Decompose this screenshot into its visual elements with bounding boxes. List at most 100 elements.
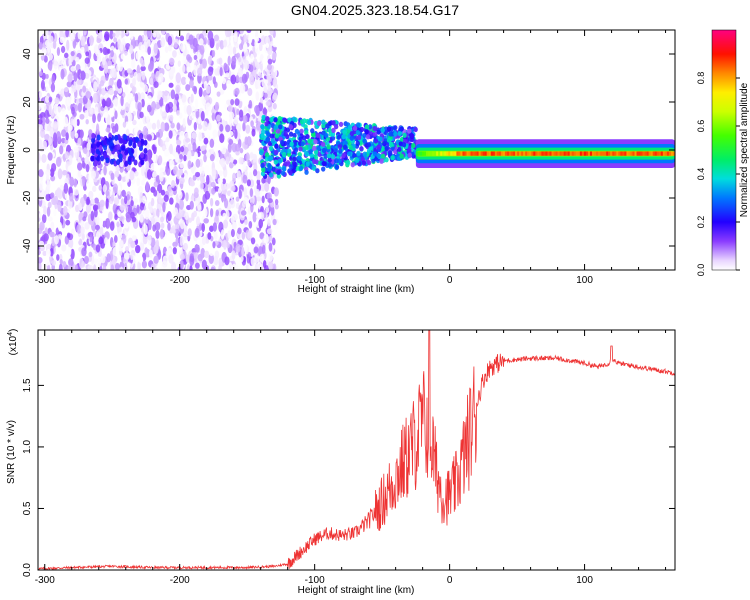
heatmap-cell	[248, 64, 254, 73]
heatmap-cell	[265, 206, 270, 214]
heatmap-cell	[48, 104, 53, 116]
heatmap-cell	[438, 151, 441, 156]
heatmap-cell	[164, 90, 169, 97]
heatmap-cell	[125, 172, 130, 183]
heatmap-cell	[506, 151, 510, 156]
heatmap-cell	[181, 64, 186, 74]
heatmap-cell	[59, 145, 64, 155]
heatmap-cell	[163, 234, 168, 243]
heatmap-cell	[81, 232, 85, 241]
heatmap-cell	[92, 204, 99, 211]
heatmap-cell	[123, 134, 128, 141]
heatmap-cell	[628, 151, 631, 156]
heatmap-cell	[292, 141, 298, 147]
heatmap-cell	[596, 151, 599, 156]
heatmap-cell	[186, 104, 192, 116]
heatmap-cell	[185, 254, 190, 263]
heatmap-cell	[215, 42, 220, 51]
heatmap-cell	[61, 129, 67, 137]
heatmap-cell	[423, 151, 427, 156]
heatmap-cell	[139, 213, 144, 223]
heatmap-cell	[94, 106, 99, 116]
heatmap-cell	[227, 55, 231, 66]
heatmap-cell	[302, 118, 307, 124]
heatmap-cell	[65, 30, 69, 38]
heatmap-cell	[179, 130, 185, 139]
heatmap-cell	[217, 163, 221, 169]
heatmap-cell	[123, 222, 129, 229]
heatmap-cell	[153, 81, 159, 89]
heatmap-cell	[352, 125, 358, 131]
heatmap-cell	[264, 121, 269, 127]
heatmap-cell	[480, 151, 483, 156]
heatmap-cell	[327, 162, 333, 168]
heatmap-cell	[130, 211, 135, 219]
spectrogram-heatmap	[38, 30, 675, 270]
heatmap-cell	[132, 86, 137, 93]
heatmap-cell	[53, 59, 59, 70]
heatmap-cell	[393, 149, 398, 155]
heatmap-cell	[68, 124, 73, 132]
heatmap-cell	[66, 81, 72, 88]
x-tick-label: -300	[35, 575, 55, 586]
heatmap-cell	[321, 147, 327, 153]
heatmap-cell	[89, 234, 93, 243]
heatmap-cell	[231, 263, 237, 270]
heatmap-cell	[650, 151, 653, 156]
heatmap-cell	[116, 159, 121, 166]
heatmap-cell	[165, 136, 170, 143]
heatmap-cell	[316, 145, 321, 151]
heatmap-cell	[384, 157, 389, 163]
heatmap-cell	[277, 116, 282, 122]
heatmap-cell	[393, 125, 398, 131]
heatmap-cell	[179, 253, 185, 260]
x-tick-label: -200	[170, 275, 190, 286]
heatmap-cell	[67, 73, 73, 83]
heatmap-cell	[287, 117, 292, 123]
heatmap-cell	[114, 110, 118, 120]
heatmap-cell	[93, 264, 97, 270]
heatmap-cell	[128, 113, 133, 122]
heatmap-cell	[76, 119, 80, 127]
spectrogram-x-label: Height of straight line (km)	[298, 284, 415, 295]
heatmap-cell	[252, 52, 257, 58]
heatmap-cell	[228, 131, 234, 137]
heatmap-cell	[225, 72, 230, 78]
heatmap-cell	[42, 42, 46, 48]
heatmap-cell	[75, 56, 80, 63]
heatmap-cell	[288, 131, 294, 137]
heatmap-cell	[116, 78, 122, 89]
heatmap-cell	[234, 143, 241, 152]
heatmap-cell	[148, 63, 154, 72]
heatmap-cell	[547, 151, 550, 156]
heatmap-cell	[249, 194, 255, 205]
heatmap-cell	[139, 202, 145, 211]
heatmap-cell	[151, 100, 157, 111]
heatmap-cell	[232, 46, 237, 55]
heatmap-cell	[393, 131, 398, 137]
heatmap-cell	[42, 250, 47, 257]
heatmap-cell	[577, 151, 581, 156]
heatmap-cell	[73, 146, 79, 153]
heatmap-cell	[69, 176, 75, 187]
heatmap-cell	[537, 151, 540, 156]
heatmap-cell	[272, 42, 278, 48]
heatmap-cell	[450, 151, 453, 156]
heatmap-cell	[187, 143, 192, 153]
heatmap-cell	[361, 160, 367, 166]
heatmap-cell	[57, 58, 64, 66]
heatmap-cell	[215, 151, 219, 163]
heatmap-cell	[155, 103, 161, 110]
heatmap-cell	[234, 98, 240, 106]
heatmap-cell	[93, 236, 100, 245]
heatmap-cell	[102, 263, 107, 270]
heatmap-cell	[268, 261, 274, 270]
heatmap-cell	[110, 45, 115, 52]
heatmap-cell	[259, 97, 264, 104]
heatmap-cell	[182, 118, 186, 128]
heatmap-cell	[282, 166, 287, 172]
heatmap-cell	[91, 147, 96, 154]
heatmap-cell	[98, 225, 104, 235]
heatmap-cell	[66, 232, 71, 239]
